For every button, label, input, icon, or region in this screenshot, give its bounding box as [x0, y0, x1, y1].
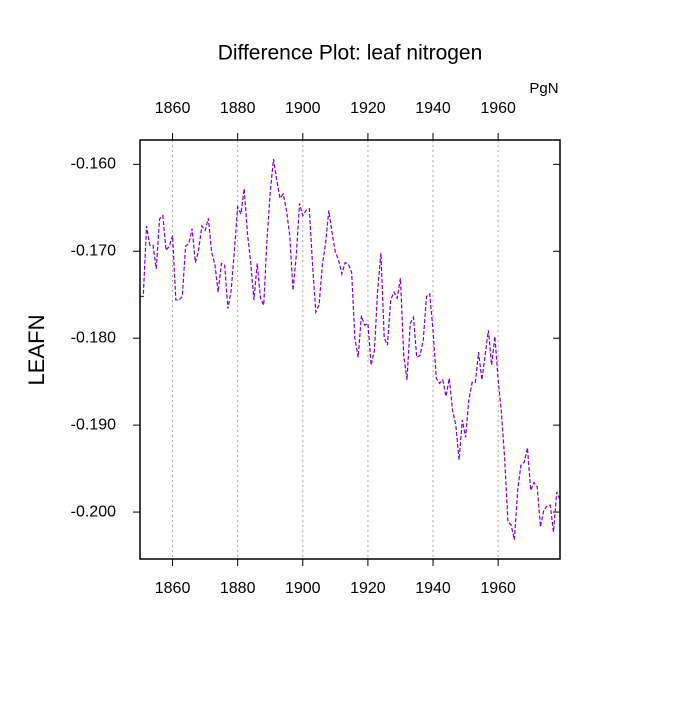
y-tick-label: -0.200: [71, 503, 116, 520]
x-tick-label-top: 1880: [220, 100, 256, 117]
y-tick-label: -0.180: [71, 329, 116, 346]
x-tick-label-top: 1860: [155, 100, 191, 117]
data-line: [140, 159, 561, 541]
x-tick-label: 1960: [480, 580, 516, 597]
x-tick-label-top: 1920: [350, 100, 386, 117]
x-tick-label-top: 1960: [480, 100, 516, 117]
x-tick-label: 1940: [415, 580, 451, 597]
y-tick-label: -0.160: [71, 156, 116, 173]
chart-title: Difference Plot: leaf nitrogen: [218, 42, 483, 65]
units-label: PgN: [529, 80, 558, 97]
x-tick-label-top: 1900: [285, 100, 321, 117]
x-tick-label: 1920: [350, 580, 386, 597]
plot-frame: [139, 139, 561, 560]
x-tick-label: 1860: [155, 580, 191, 597]
x-tick-label: 1880: [220, 580, 256, 597]
y-axis-label: LEAFN: [24, 315, 49, 386]
y-tick-label: -0.170: [71, 242, 116, 259]
y-tick-label: -0.190: [71, 416, 116, 433]
x-tick-label-top: 1940: [415, 100, 451, 117]
x-tick-label: 1900: [285, 580, 321, 597]
